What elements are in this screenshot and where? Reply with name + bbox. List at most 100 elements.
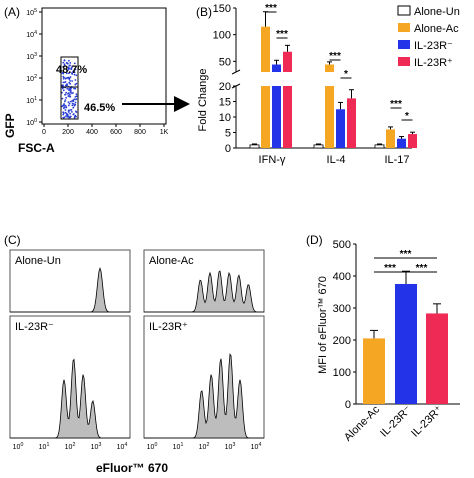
bar-IL-23R⁺ bbox=[408, 134, 417, 148]
panel-d-category-label: IL-23R⁺ bbox=[409, 404, 445, 440]
scatter-dot bbox=[68, 78, 71, 81]
panel-a-x-tick-label: 400 bbox=[86, 129, 98, 136]
scatter-dot bbox=[66, 83, 68, 86]
scatter-dot bbox=[75, 111, 78, 113]
panel-a-y-tick-label: 104 bbox=[26, 30, 37, 39]
panel-b-axis-break bbox=[231, 69, 241, 75]
scatter-dot bbox=[62, 112, 65, 115]
panel-d-y-tick-label: 200 bbox=[333, 335, 351, 347]
legend-swatch bbox=[398, 23, 410, 32]
scatter-dot bbox=[68, 89, 71, 92]
panel-c-x-tick-label: 101 bbox=[39, 442, 50, 451]
scatter-dot bbox=[69, 83, 72, 85]
panel-c-x-tick-label: 104 bbox=[251, 442, 262, 451]
bar-IL-23R⁺ bbox=[426, 313, 448, 404]
bar-Alone-Ac bbox=[261, 86, 270, 148]
panel-b-y-tick-label: 10 bbox=[219, 112, 231, 124]
panel-b-y-tick-label: 15 bbox=[219, 97, 231, 109]
panel-b-y-tick-label: 5 bbox=[225, 128, 231, 140]
panel-a-y-tick-label: 102 bbox=[26, 74, 37, 83]
scatter-dot bbox=[69, 95, 72, 98]
panel-d-y-label: MFI of eFluor™ 670 bbox=[317, 276, 329, 374]
panel-d-significance: *** *** *** bbox=[374, 249, 437, 274]
scatter-dot bbox=[74, 79, 77, 81]
scatter-dot bbox=[67, 69, 69, 71]
bar-Alone-Ac bbox=[386, 129, 395, 148]
panel-letter-a: (A) bbox=[4, 5, 20, 19]
scatter-dot bbox=[73, 73, 76, 76]
panel-a-x-label: FSC-A bbox=[18, 141, 55, 155]
significance-stars: *** bbox=[265, 3, 277, 14]
significance-stars: * bbox=[344, 69, 348, 80]
bar-IL-23R⁺ bbox=[283, 86, 292, 148]
panel-d-y-tick-label: 100 bbox=[333, 367, 351, 379]
panel-a-x-tick-label: 0 bbox=[42, 129, 46, 136]
gate-lower bbox=[60, 86, 79, 120]
scatter-dot bbox=[66, 87, 69, 90]
scatter-dot bbox=[67, 62, 69, 65]
scatter-dot bbox=[69, 64, 71, 67]
scatter-dot bbox=[62, 75, 65, 78]
scatter-dot bbox=[69, 62, 72, 64]
bar-IL-23R⁺ bbox=[347, 98, 356, 148]
scatter-dot bbox=[71, 73, 74, 75]
scatter-dot bbox=[61, 91, 63, 94]
scatter-dot bbox=[73, 62, 76, 65]
scatter-dot bbox=[73, 116, 76, 119]
scatter-dot bbox=[64, 104, 67, 107]
panel-b-y-label: Fold Change bbox=[197, 69, 209, 132]
legend-label: Alone-Ac bbox=[414, 23, 459, 35]
scatter-dot bbox=[68, 102, 71, 105]
legend-label: Alone-Un bbox=[414, 6, 460, 18]
gate-upper-percent: 48.7% bbox=[56, 64, 87, 76]
scatter-dot bbox=[64, 77, 67, 80]
histogram-IL-23R⁻: IL-23R⁻ bbox=[9, 315, 131, 439]
histogram-title: Alone-Un bbox=[15, 255, 61, 267]
bar-Alone-Un bbox=[249, 144, 260, 149]
panel-c-x-tick-label: 104 bbox=[117, 442, 128, 451]
scatter-dot bbox=[75, 74, 78, 77]
panel-b-significance: ************** bbox=[265, 3, 413, 122]
scatter-dot bbox=[63, 107, 65, 110]
panel-a-y-tick-label: 100 bbox=[26, 118, 37, 127]
histogram-IL-23R⁺: IL-23R⁺ bbox=[143, 315, 265, 439]
scatter-dot bbox=[75, 98, 78, 100]
scatter-dot bbox=[72, 92, 74, 94]
panel-c-x-tick-label: 103 bbox=[91, 442, 102, 451]
significance-stars: *** bbox=[276, 29, 288, 40]
panel-letter-d: (D) bbox=[306, 233, 323, 247]
bar-Alone-Ac bbox=[261, 26, 270, 73]
histogram-frame bbox=[9, 249, 131, 313]
panel-d-y-tick-label: 400 bbox=[333, 271, 351, 283]
scatter-dot bbox=[67, 104, 70, 107]
scatter-dot bbox=[63, 81, 66, 84]
panel-a-y-tick-label: 101 bbox=[26, 96, 37, 105]
panel-a-x-tick-label: 800 bbox=[134, 129, 146, 136]
scatter-dot bbox=[68, 72, 70, 75]
scatter-dot bbox=[70, 68, 73, 71]
panel-d-y-tick-label: 300 bbox=[333, 303, 351, 315]
scatter-dot bbox=[68, 81, 71, 84]
panel-c-x-ticks: 100 101 102 103 104 100 101 102 103 104 bbox=[13, 442, 262, 451]
bar-Alone-Ac bbox=[325, 86, 334, 148]
panel-b-legend: Alone-Un Alone-Ac IL-23R⁻ IL-23R⁺ bbox=[397, 5, 460, 69]
scatter-dot bbox=[66, 113, 69, 116]
panel-d-category-label: IL-23R⁻ bbox=[378, 404, 414, 440]
panel-b-category-label: IL-17 bbox=[384, 154, 409, 166]
panel-b-y-tick-label: 20 bbox=[219, 81, 231, 93]
bar-Alone-Un bbox=[374, 144, 385, 149]
panel-letter-c: (C) bbox=[4, 233, 21, 247]
scatter-dot bbox=[63, 103, 65, 105]
panel-c-x-tick-label: 101 bbox=[173, 442, 184, 451]
scatter-dot bbox=[62, 61, 65, 64]
panel-a-x-tick-label: 1K bbox=[160, 129, 169, 136]
scatter-dot bbox=[64, 99, 67, 101]
significance-stars: *** bbox=[384, 263, 396, 274]
panel-c-histograms: Alone-Un Alone-Ac IL-23R⁻ IL-23R⁺ 100 101 102… bbox=[9, 249, 265, 475]
panel-a-y-tick-label: 105 bbox=[26, 8, 37, 17]
histogram-area bbox=[144, 270, 264, 313]
